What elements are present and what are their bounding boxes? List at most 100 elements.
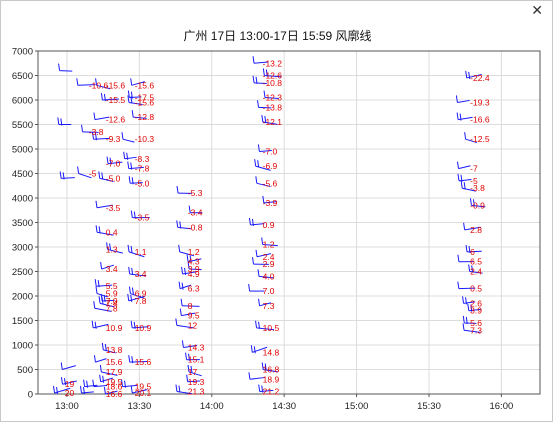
barb-shaft xyxy=(187,258,202,263)
wind-barb xyxy=(465,244,482,253)
barb-flag xyxy=(258,321,261,329)
wind-barb xyxy=(180,298,200,307)
wind-barb xyxy=(79,385,94,395)
barb-shaft xyxy=(188,371,202,377)
barb-flag xyxy=(92,132,95,140)
barb-flag xyxy=(471,265,474,273)
barb-flag xyxy=(76,78,79,86)
barb-flag xyxy=(464,132,467,140)
barb-flag xyxy=(255,249,258,257)
barb-flag xyxy=(127,293,130,301)
barb-value-label: 5.6 xyxy=(470,318,482,328)
barb-flag xyxy=(248,372,251,380)
barb-flag xyxy=(257,144,260,152)
barb-flag xyxy=(175,384,178,392)
wind-barb xyxy=(258,298,272,307)
barb-shaft xyxy=(471,204,486,208)
barb-shaft xyxy=(133,116,147,119)
wind-barb xyxy=(257,144,272,152)
barb-value-label: 5.9 xyxy=(106,289,118,299)
barb-flag xyxy=(93,112,96,120)
barb-flag xyxy=(457,254,460,262)
barb-value-label: 16.6 xyxy=(106,389,123,399)
barb-flag xyxy=(63,378,66,386)
barb-shaft xyxy=(99,177,114,182)
barb-value-label: 14.8 xyxy=(263,347,280,357)
barb-value-label: 0.5 xyxy=(470,284,482,294)
wind-barb xyxy=(255,249,272,258)
y-tick-label: 5000 xyxy=(12,145,33,156)
barb-flag xyxy=(180,298,183,306)
wind-barb xyxy=(95,200,113,209)
wind-barb xyxy=(175,318,194,329)
wind-barb xyxy=(127,244,145,258)
barb-flag xyxy=(472,199,475,207)
barb-flag xyxy=(255,320,258,328)
close-icon[interactable]: ✕ xyxy=(531,3,543,19)
wind-barb xyxy=(128,355,148,364)
barb-shaft xyxy=(61,177,75,179)
wind-barb xyxy=(58,63,73,72)
barb-flag xyxy=(92,379,95,387)
barb-flag xyxy=(465,316,468,325)
wind-barb xyxy=(95,78,111,90)
barb-value-label: -7.8 xyxy=(135,164,150,174)
wind-barb xyxy=(99,374,113,383)
wind-barb xyxy=(179,308,196,317)
wind-barb xyxy=(261,237,278,247)
barb-flag xyxy=(261,385,264,393)
barb-flag xyxy=(121,379,124,387)
barb-flag xyxy=(99,374,102,382)
barb-shaft xyxy=(84,384,98,388)
barb-flag xyxy=(131,287,134,295)
barb-shaft xyxy=(128,101,143,106)
y-tick-label: 3500 xyxy=(12,218,33,229)
wind-barb xyxy=(98,296,115,308)
barb-flag xyxy=(94,279,97,287)
barb-value-label: 7.3 xyxy=(470,325,482,335)
barb-value-label: 6.9 xyxy=(135,289,147,299)
barb-flag xyxy=(468,264,471,272)
barb-shaft xyxy=(465,138,477,144)
barb-value-label: -12.3 xyxy=(263,93,283,103)
barb-flag xyxy=(130,162,133,170)
barb-value-label: 10.9 xyxy=(135,323,152,333)
barb-value-label: 7.0 xyxy=(263,286,275,296)
barb-shaft xyxy=(457,99,470,103)
barb-flag xyxy=(261,237,264,245)
wind-barb xyxy=(176,220,192,230)
wind-barb xyxy=(92,132,110,141)
barb-value-label: 5.5 xyxy=(106,281,118,291)
barb-flag xyxy=(104,343,107,351)
barb-flag xyxy=(250,345,253,353)
barb-flag xyxy=(175,318,178,326)
barb-flag xyxy=(60,362,63,370)
barb-value-label: 7.0 xyxy=(106,296,118,306)
barb-shaft xyxy=(101,371,118,376)
barb-value-label: -3.8 xyxy=(89,127,104,137)
barb-value-label: -22.4 xyxy=(470,73,490,83)
barb-value-label: 9.5 xyxy=(188,311,200,321)
wind-barb xyxy=(262,68,281,78)
wind-barb xyxy=(462,315,477,325)
barb-flag xyxy=(459,113,462,121)
barb-shaft xyxy=(458,165,471,170)
barb-shaft xyxy=(469,271,483,274)
barb-flag xyxy=(103,93,106,102)
barb-flag xyxy=(456,161,459,169)
barb-value-label: -8.3 xyxy=(135,154,150,164)
wind-barb xyxy=(187,261,202,271)
wind-barb xyxy=(464,132,477,144)
barb-flag xyxy=(98,226,101,234)
wind-barb xyxy=(456,161,471,170)
wind-barb xyxy=(181,266,197,276)
barb-value-label: 2.4 xyxy=(470,267,482,277)
barb-flag xyxy=(262,68,265,76)
barb-flag xyxy=(93,301,96,309)
barb-flag xyxy=(123,151,126,159)
wind-barb xyxy=(127,293,145,302)
wind-barb xyxy=(100,92,119,102)
barb-value-label: -0.9 xyxy=(470,200,485,210)
wind-barb xyxy=(93,301,112,312)
barb-flag xyxy=(462,315,465,324)
